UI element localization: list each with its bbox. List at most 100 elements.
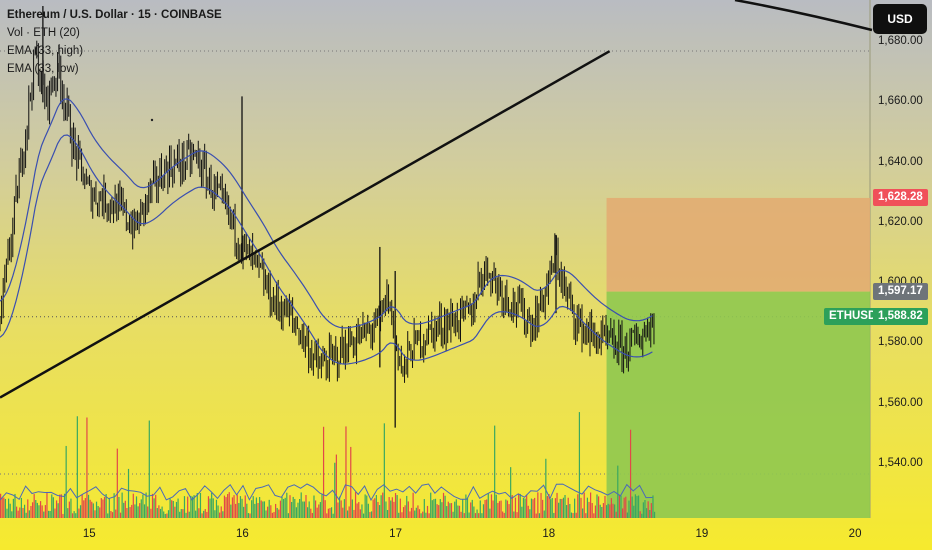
volume-bar [370,511,373,518]
symbol-title[interactable]: Ethereum / U.S. Dollar · 15 · COINBASE [7,9,222,21]
volume-bar [506,500,509,518]
volume-bar [249,513,251,518]
volume-bar [225,497,227,518]
volume-bar [132,493,134,518]
time-tick-label: 20 [848,528,862,540]
volume-bar [634,494,636,518]
volume-bar [303,501,305,518]
volume-bar [394,493,397,518]
volume-bar [455,499,457,518]
volume-bar [294,498,296,518]
volume-bar [263,501,266,518]
currency-unit-button[interactable]: USD [873,4,927,34]
volume-bar [239,496,242,518]
volume-bar [180,509,182,518]
volume-bar [374,498,376,518]
volume-bar [139,503,141,518]
volume-bar [617,465,619,518]
volume-bar [105,493,107,518]
volume-bar [49,510,51,518]
volume-bar [12,498,14,518]
volume-bar [604,495,606,518]
volume-bar [291,501,293,518]
volume-bar [500,500,502,518]
volume-bar [575,512,577,518]
volume-indicator-label[interactable]: Vol · ETH (20) [7,27,80,39]
volume-bar [110,511,112,518]
volume-bar [99,507,101,518]
ema-high-label[interactable]: EMA (33, high) [7,45,84,57]
volume-bar [254,503,256,518]
volume-bar [182,509,184,518]
volume-bar [633,505,635,518]
volume-bar [310,508,312,518]
volume-bar [108,498,110,518]
volume-bar [244,495,246,518]
ema-low-label[interactable]: EMA (33, low) [7,63,79,75]
volume-bar [350,446,352,518]
volume-bar [642,502,644,518]
volume-bar [621,508,624,518]
symbol-price-tag: ETHUSD [824,307,882,325]
volume-bar [353,509,355,518]
volume-bar [143,504,146,518]
volume-bar [460,511,462,518]
volume-bar [386,509,389,518]
chart-legend: Ethereum / U.S. Dollar · 15 · COINBASE V… [7,6,222,78]
volume-bar [393,501,395,518]
volume-bar [430,492,432,518]
volume-bar [425,512,427,518]
volume-bar [369,512,371,518]
volume-bar [295,507,298,518]
volume-bar [211,492,213,518]
volume-bar [412,492,414,518]
volume-bar [116,448,118,518]
volume-bar [161,506,163,518]
volume-bar [33,494,35,518]
volume-bar [159,508,162,518]
volume-bar [402,507,405,518]
volume-bar [97,506,99,518]
volume-bar [644,500,646,518]
volume-bar [199,492,202,518]
volume-bar [497,502,499,518]
volume-bar [190,495,192,518]
volume-bar [521,506,523,518]
volume-bar [636,495,638,518]
volume-bar [297,502,299,518]
volume-bar [454,501,456,518]
volume-bar [474,513,477,518]
volume-bar [276,507,278,518]
volume-bar [324,500,326,518]
volume-bar [123,502,125,518]
volume-bar [95,501,98,518]
volume-bar [206,511,208,518]
volume-bar [209,498,211,518]
volume-bar [207,496,210,518]
volume-bar [140,499,142,518]
volume-bar [378,505,381,518]
volume-bar [529,509,531,518]
volume-bar [87,494,90,518]
volume-bar [422,511,424,518]
volume-bar [508,504,510,518]
volume-bar [457,505,459,518]
volume-bar [195,510,197,518]
volume-bar [142,494,144,518]
volume-bar [598,496,600,518]
volume-bar [578,412,581,518]
volume-bar [102,499,104,518]
time-tick-label: 19 [695,528,709,540]
volume-bar [359,509,361,518]
volume-bar [543,510,545,518]
volume-bar [286,492,288,518]
volume-bar [398,512,400,518]
volume-bar [538,513,541,518]
volume-bar [247,513,250,518]
volume-bar [214,510,216,518]
volume-bar [345,426,347,518]
volume-bar [524,498,526,518]
volume-bar [246,503,248,518]
volume-bar [316,507,318,518]
